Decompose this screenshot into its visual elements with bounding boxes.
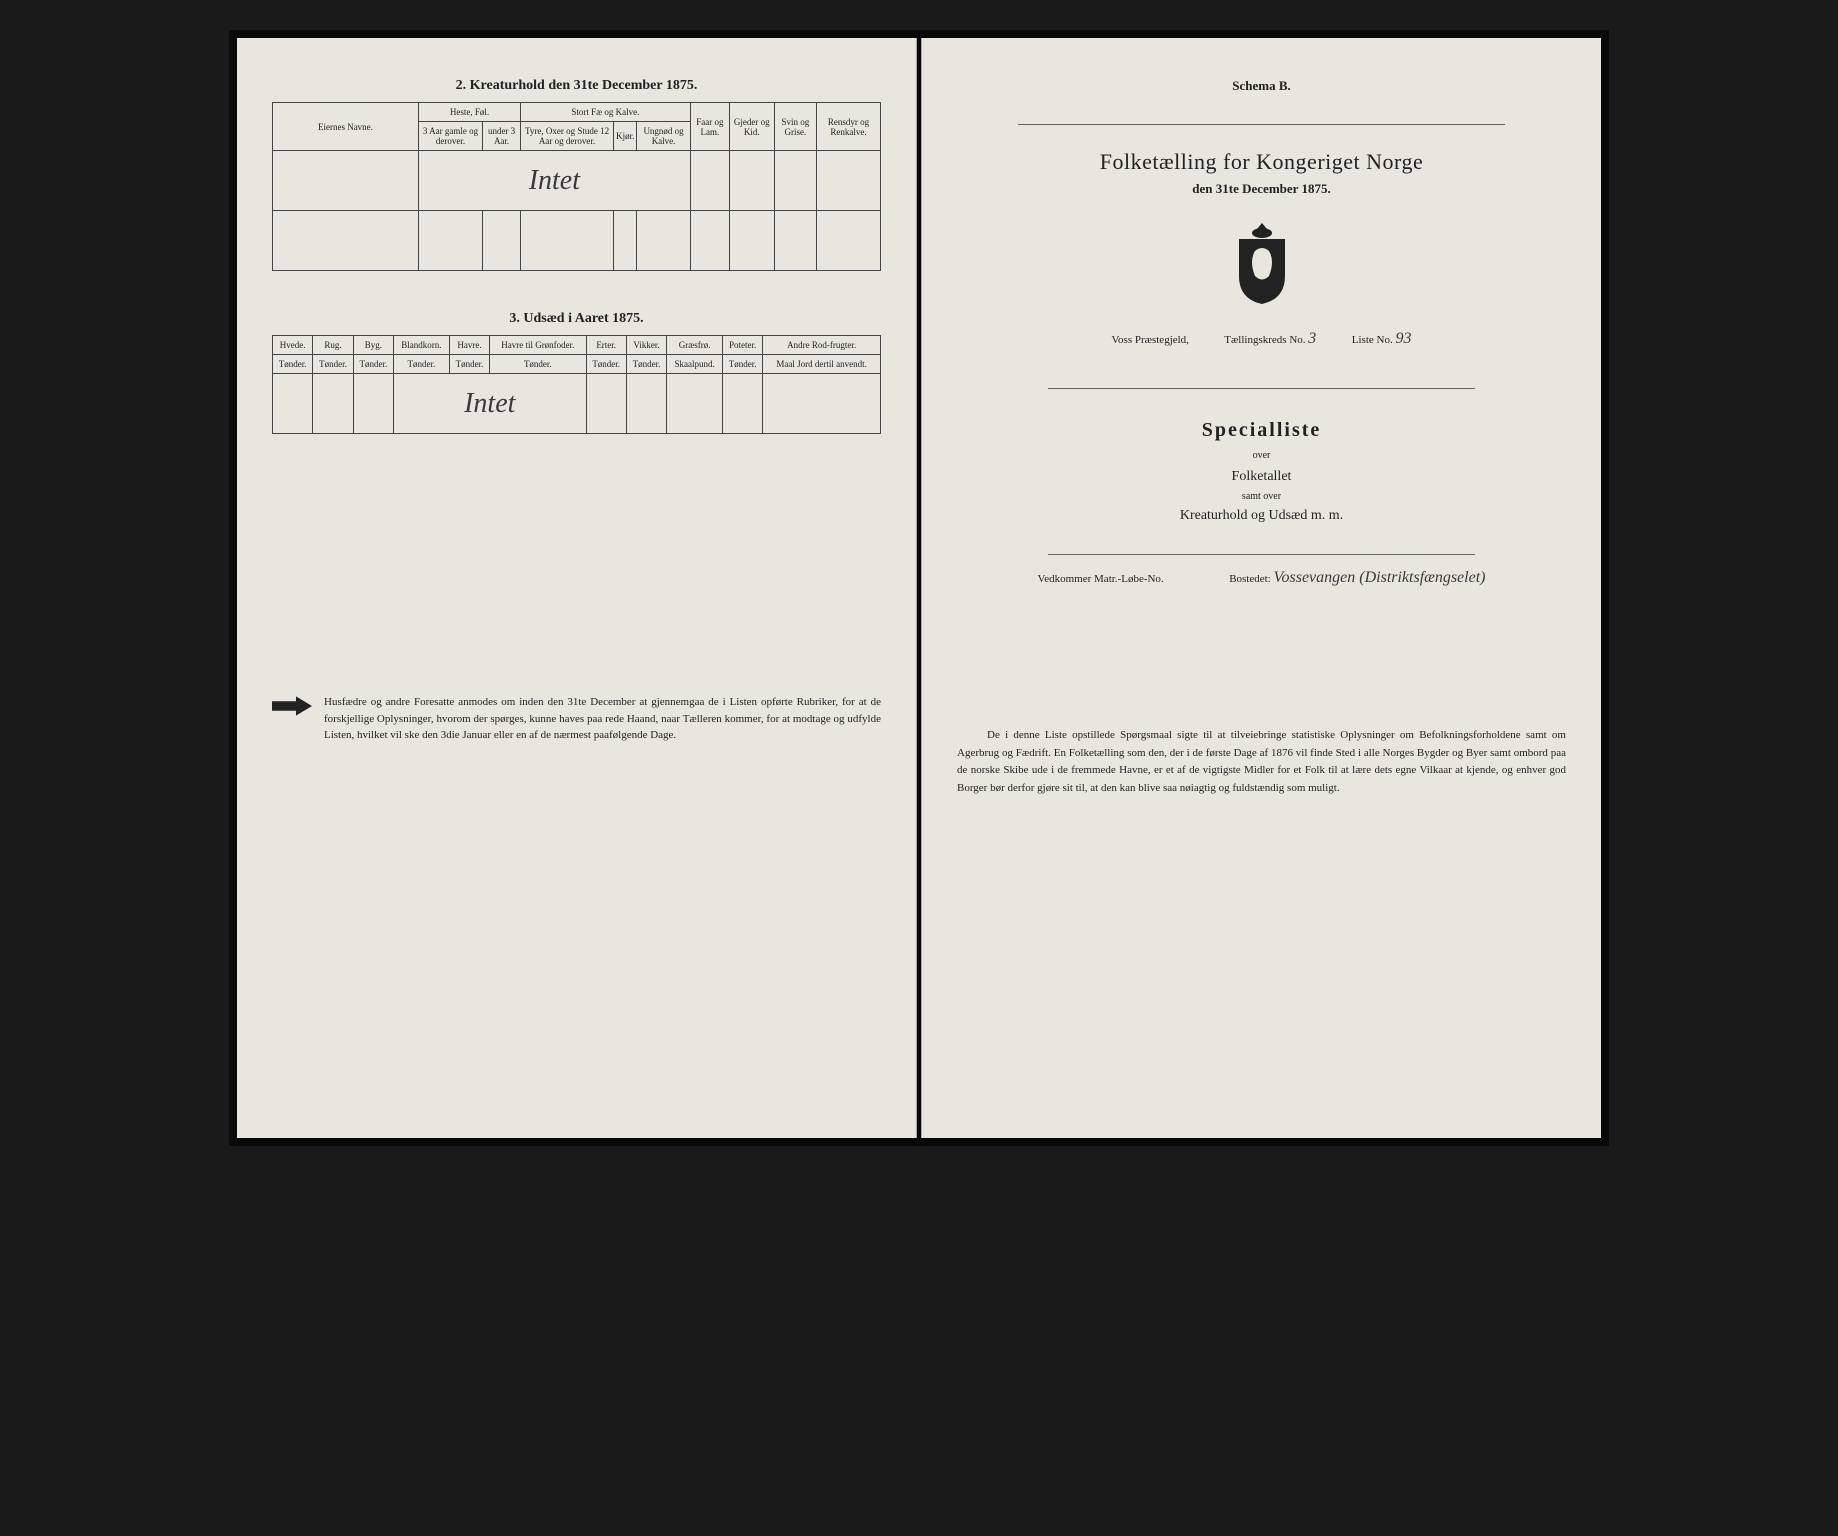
matr-line: Vedkommer Matr.-Løbe-No. Bostedet: Vosse… xyxy=(957,569,1566,587)
col-svin: Svin og Grise. xyxy=(774,103,816,151)
table-row: Intet xyxy=(273,151,881,211)
left-page: 2. Kreaturhold den 31te December 1875. E… xyxy=(237,38,917,1138)
footnote-block: Husfædre og andre Foresatte anmodes om i… xyxy=(272,694,881,744)
table-row xyxy=(273,211,881,271)
bostedet-label: Bostedet: xyxy=(1229,573,1271,585)
col-s3: Ungnød og Kalve. xyxy=(637,122,690,151)
footnote-text: Husfædre og andre Foresatte anmodes om i… xyxy=(324,694,881,744)
unit: Tønder. xyxy=(313,355,353,374)
samt-label: samt over xyxy=(957,491,1566,502)
table-kreaturhold: Eiernes Navne. Heste, Føl. Stort Fæ og K… xyxy=(272,102,881,271)
col-h2: under 3 Aar. xyxy=(483,122,521,151)
table-udsaed: Hvede. Rug. Byg. Blandkorn. Havre. Havre… xyxy=(272,335,881,434)
col-graes: Græsfrø. xyxy=(667,336,723,355)
col-faar: Faar og Lam. xyxy=(690,103,729,151)
coat-of-arms-icon xyxy=(1227,221,1297,306)
handwritten-intet: Intet xyxy=(394,374,586,434)
taelling-value: 3 xyxy=(1308,330,1316,347)
folketallet-label: Folketallet xyxy=(957,469,1566,485)
unit: Tønder. xyxy=(353,355,393,374)
over-label: over xyxy=(957,450,1566,461)
handwritten-intet: Intet xyxy=(418,151,690,211)
unit: Skaalpund. xyxy=(667,355,723,374)
unit: Tønder. xyxy=(722,355,762,374)
col-gjed: Gjeder og Kid. xyxy=(729,103,774,151)
main-title: Folketælling for Kongeriget Norge xyxy=(957,149,1566,175)
col-vikker: Vikker. xyxy=(626,336,666,355)
unit: Tønder. xyxy=(394,355,450,374)
unit: Maal Jord dertil anvendt. xyxy=(763,355,881,374)
grp-stort: Stort Fæ og Kalve. xyxy=(521,103,691,122)
col-s1: Tyre, Oxer og Stude 12 Aar og derover. xyxy=(521,122,614,151)
praeste-label: Voss Præstegjeld, xyxy=(1112,334,1189,346)
bostedet-value: Vossevangen (Distriktsfængselet) xyxy=(1274,569,1486,586)
unit: Tønder. xyxy=(586,355,626,374)
col-eier: Eiernes Navne. xyxy=(273,103,419,151)
unit: Tønder. xyxy=(490,355,586,374)
field-line: Voss Præstegjeld, Tællingskreds No. 3 Li… xyxy=(957,330,1566,348)
col-havre-gron: Havre til Grønfoder. xyxy=(490,336,586,355)
unit: Tønder. xyxy=(273,355,313,374)
vedk-label: Vedkommer Matr.-Løbe-No. xyxy=(1038,573,1164,585)
pointing-hand-icon xyxy=(272,694,312,718)
col-andre: Andre Rod-frugter. xyxy=(763,336,881,355)
col-hvede: Hvede. xyxy=(273,336,313,355)
col-erter: Erter. xyxy=(586,336,626,355)
col-bland: Blandkorn. xyxy=(394,336,450,355)
unit: Tønder. xyxy=(449,355,489,374)
document-spread: 2. Kreaturhold den 31te December 1875. E… xyxy=(229,30,1609,1146)
kreatur-label: Kreaturhold og Udsæd m. m. xyxy=(957,508,1566,524)
col-h1: 3 Aar gamle og derover. xyxy=(418,122,482,151)
col-s2: Kjør. xyxy=(614,122,637,151)
specialliste-title: Specialliste xyxy=(957,419,1566,442)
liste-label: Liste No. xyxy=(1352,334,1393,346)
grp-heste: Heste, Føl. xyxy=(418,103,520,122)
col-byg: Byg. xyxy=(353,336,393,355)
bottom-paragraph: De i denne Liste opstillede Spørgsmaal s… xyxy=(957,727,1566,797)
col-havre: Havre. xyxy=(449,336,489,355)
col-rug: Rug. xyxy=(313,336,353,355)
section3-title: 3. Udsæd i Aaret 1875. xyxy=(272,311,881,327)
schema-label: Schema B. xyxy=(957,78,1566,94)
col-poteter: Poteter. xyxy=(722,336,762,355)
right-page: Schema B. Folketælling for Kongeriget No… xyxy=(921,38,1601,1138)
sub-date: den 31te December 1875. xyxy=(957,181,1566,197)
unit: Tønder. xyxy=(626,355,666,374)
section2-title: 2. Kreaturhold den 31te December 1875. xyxy=(272,78,881,94)
col-ren: Rensdyr og Renkalve. xyxy=(817,103,881,151)
table-row: Intet xyxy=(273,374,881,434)
divider xyxy=(1048,554,1474,555)
liste-value: 93 xyxy=(1395,330,1411,347)
taelling-label: Tællingskreds No. xyxy=(1224,334,1305,346)
divider xyxy=(1048,388,1474,389)
divider xyxy=(1018,124,1505,125)
